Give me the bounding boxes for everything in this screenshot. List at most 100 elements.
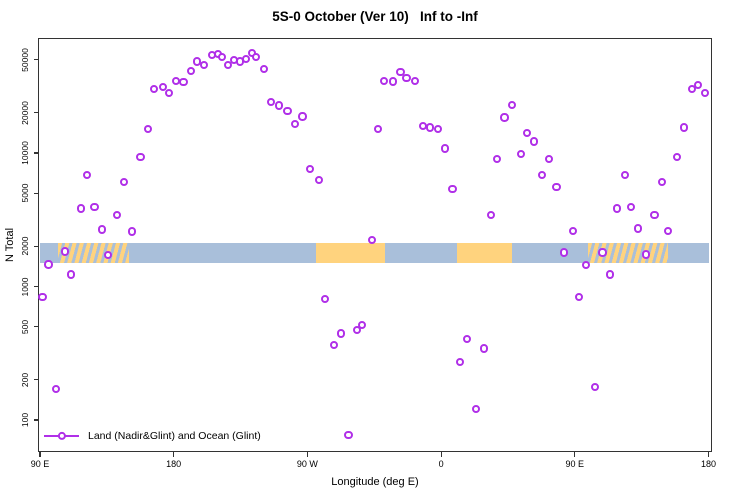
y-axis-tick xyxy=(33,285,39,288)
data-point xyxy=(241,54,251,63)
data-point xyxy=(353,326,362,335)
y-axis-tick xyxy=(33,419,39,421)
data-point xyxy=(283,106,292,115)
open-circle-marker-icon xyxy=(57,431,66,441)
data-point xyxy=(267,97,276,106)
data-point xyxy=(544,155,554,164)
data-point xyxy=(463,335,472,344)
y-tick-label: 5000 xyxy=(20,183,30,203)
data-point xyxy=(252,52,261,61)
y-axis-tick xyxy=(33,192,39,194)
data-point xyxy=(149,84,158,93)
data-point xyxy=(314,176,323,185)
data-point xyxy=(38,292,47,301)
x-tick-label: 90 W xyxy=(296,459,318,469)
data-point xyxy=(90,202,99,212)
y-tick-label: 1000 xyxy=(20,277,30,296)
y-axis-tick xyxy=(33,112,39,114)
x-axis-tick xyxy=(173,452,175,457)
data-point xyxy=(641,250,650,259)
data-point xyxy=(687,84,696,93)
data-point xyxy=(259,65,268,74)
data-point xyxy=(218,52,227,61)
data-point xyxy=(329,341,338,350)
data-point xyxy=(605,270,615,279)
data-point xyxy=(700,88,710,97)
data-point xyxy=(433,124,442,133)
data-point xyxy=(368,236,377,245)
y-tick-label: 20000 xyxy=(20,100,30,125)
y-tick-label: 100 xyxy=(20,412,30,428)
data-point xyxy=(500,113,509,122)
y-axis-tick xyxy=(33,152,39,154)
data-point xyxy=(402,74,411,83)
data-point xyxy=(336,329,346,338)
x-axis-tick xyxy=(306,452,308,457)
data-point xyxy=(103,251,112,260)
x-tick-label: 180 xyxy=(166,459,182,469)
y-axis-tick xyxy=(33,245,39,247)
y-axis-tick xyxy=(33,59,39,61)
legend-line-sample xyxy=(44,431,79,441)
data-point xyxy=(516,149,525,158)
data-point xyxy=(66,270,75,279)
data-point xyxy=(492,155,502,164)
data-point xyxy=(320,294,329,304)
data-point xyxy=(522,128,531,138)
data-point xyxy=(650,210,659,220)
x-axis-tick xyxy=(574,452,576,457)
land-band-segment xyxy=(57,243,130,263)
data-point xyxy=(590,382,600,392)
data-point xyxy=(479,344,488,353)
data-point xyxy=(158,82,167,91)
data-point xyxy=(143,124,153,134)
x-tick-label: 0 xyxy=(438,459,444,469)
data-point xyxy=(82,170,92,179)
x-axis-title: Longitude (deg E) xyxy=(331,476,419,488)
data-point xyxy=(192,57,202,66)
data-point xyxy=(136,153,145,162)
data-point xyxy=(552,183,561,192)
data-point xyxy=(426,123,435,132)
data-point xyxy=(680,123,689,132)
data-point xyxy=(620,170,629,179)
data-point xyxy=(626,202,635,212)
data-point xyxy=(388,77,398,86)
data-point xyxy=(693,80,702,90)
data-point xyxy=(186,66,196,75)
data-point xyxy=(613,204,622,213)
data-point xyxy=(97,225,106,234)
data-point xyxy=(76,204,86,213)
data-point xyxy=(127,227,136,236)
data-point xyxy=(568,226,577,235)
y-tick-label: 500 xyxy=(20,319,30,334)
data-point xyxy=(172,76,181,85)
data-point xyxy=(672,153,681,162)
data-point xyxy=(224,60,233,69)
data-point xyxy=(357,320,366,330)
data-point xyxy=(582,261,591,270)
data-point xyxy=(507,100,516,109)
data-point xyxy=(112,210,121,220)
data-point xyxy=(598,248,607,257)
data-point xyxy=(418,122,427,131)
legend-label: Land (Nadir&Glint) and Ocean (Glint) xyxy=(88,430,261,442)
x-tick-label: 90 E xyxy=(30,459,50,469)
land-band-segment xyxy=(457,243,513,263)
data-point xyxy=(60,247,69,256)
legend: Land (Nadir&Glint) and Ocean (Glint) xyxy=(44,428,261,444)
data-point xyxy=(290,120,300,129)
chart-title: 5S-0 October (Ver 10) Inf to -Inf xyxy=(272,9,478,24)
x-axis-tick xyxy=(39,452,41,457)
y-axis-title: N Total xyxy=(4,227,16,263)
data-point xyxy=(298,112,307,121)
data-point xyxy=(559,248,568,257)
data-point xyxy=(380,76,389,85)
data-point xyxy=(374,124,383,134)
data-point xyxy=(305,165,314,174)
x-axis-tick xyxy=(440,452,442,457)
plot-area xyxy=(38,38,712,452)
data-point xyxy=(657,178,667,187)
data-point xyxy=(634,224,643,233)
